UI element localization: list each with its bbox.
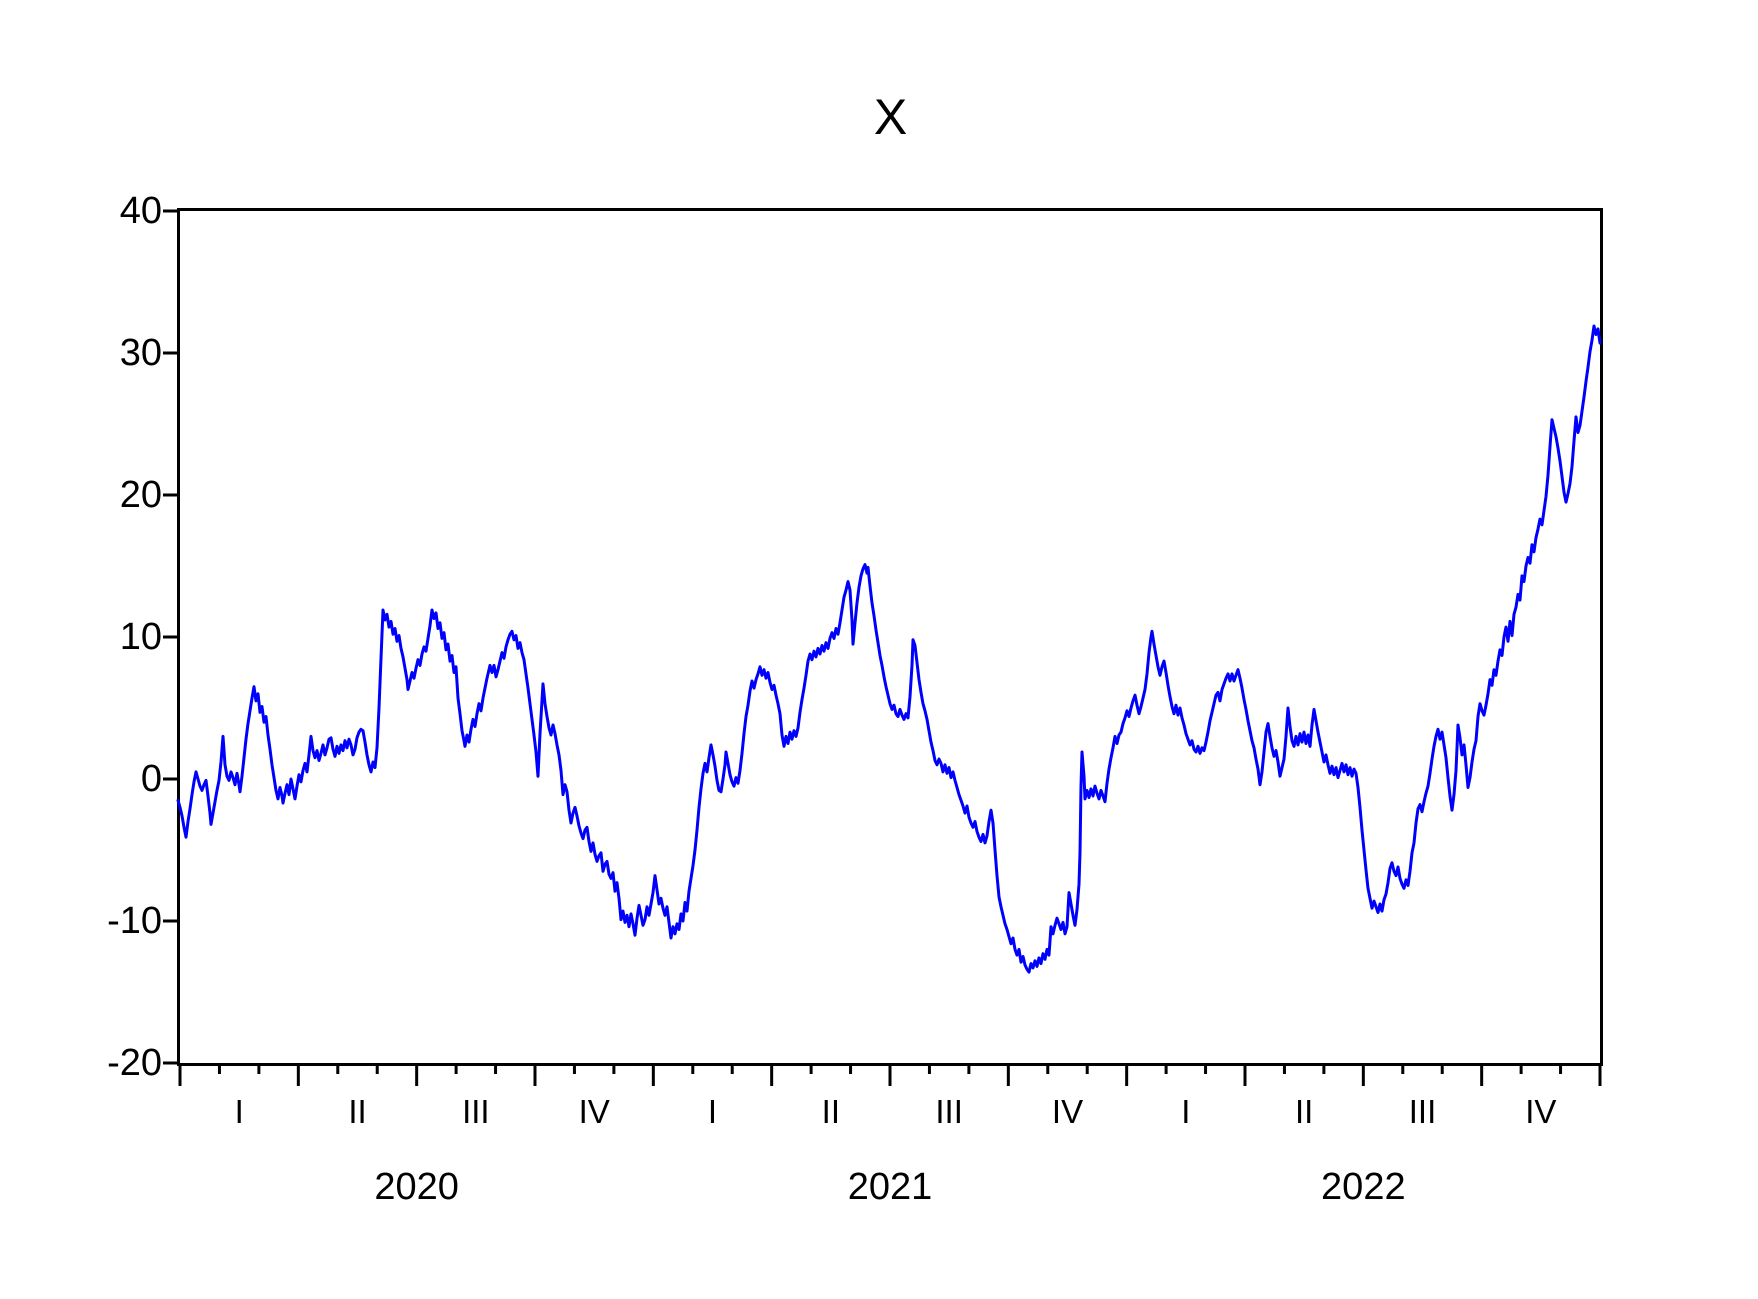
y-axis-tick-label: -20 — [107, 1042, 162, 1084]
y-axis-tick-label: -10 — [107, 900, 162, 942]
x-axis-quarter-label: III — [935, 1093, 963, 1130]
y-axis-tick-label: 20 — [119, 474, 162, 516]
plot-frame — [177, 208, 1603, 1066]
x-axis-quarter-label: III — [1408, 1093, 1437, 1130]
y-axis-tick-label: 40 — [119, 190, 162, 232]
x-axis-quarter-label: II — [1294, 1093, 1314, 1130]
x-axis-year-label: 2022 — [1321, 1166, 1406, 1208]
x-axis-year-label: 2020 — [374, 1166, 459, 1208]
x-axis-quarter-label: IV — [1525, 1093, 1557, 1130]
series-line-x — [176, 324, 1602, 974]
y-axis-tick-label: 10 — [119, 616, 162, 658]
x-axis-quarter-label: II — [348, 1093, 367, 1130]
chart-title: X — [873, 89, 908, 145]
x-axis-quarter-label: II — [821, 1093, 840, 1130]
x-axis-year-label: 2021 — [847, 1166, 933, 1208]
x-axis-quarter-label: I — [707, 1093, 718, 1130]
x-axis-quarter-label: IV — [578, 1093, 610, 1130]
x-axis-quarter-label: I — [234, 1093, 244, 1130]
y-axis-tick-label: 30 — [119, 332, 162, 374]
y-axis-tick-label: 0 — [140, 758, 162, 800]
x-axis-quarter-label: I — [1181, 1093, 1191, 1130]
x-axis-quarter-label: IV — [1051, 1093, 1084, 1130]
x-axis-quarter-label: III — [462, 1093, 490, 1130]
